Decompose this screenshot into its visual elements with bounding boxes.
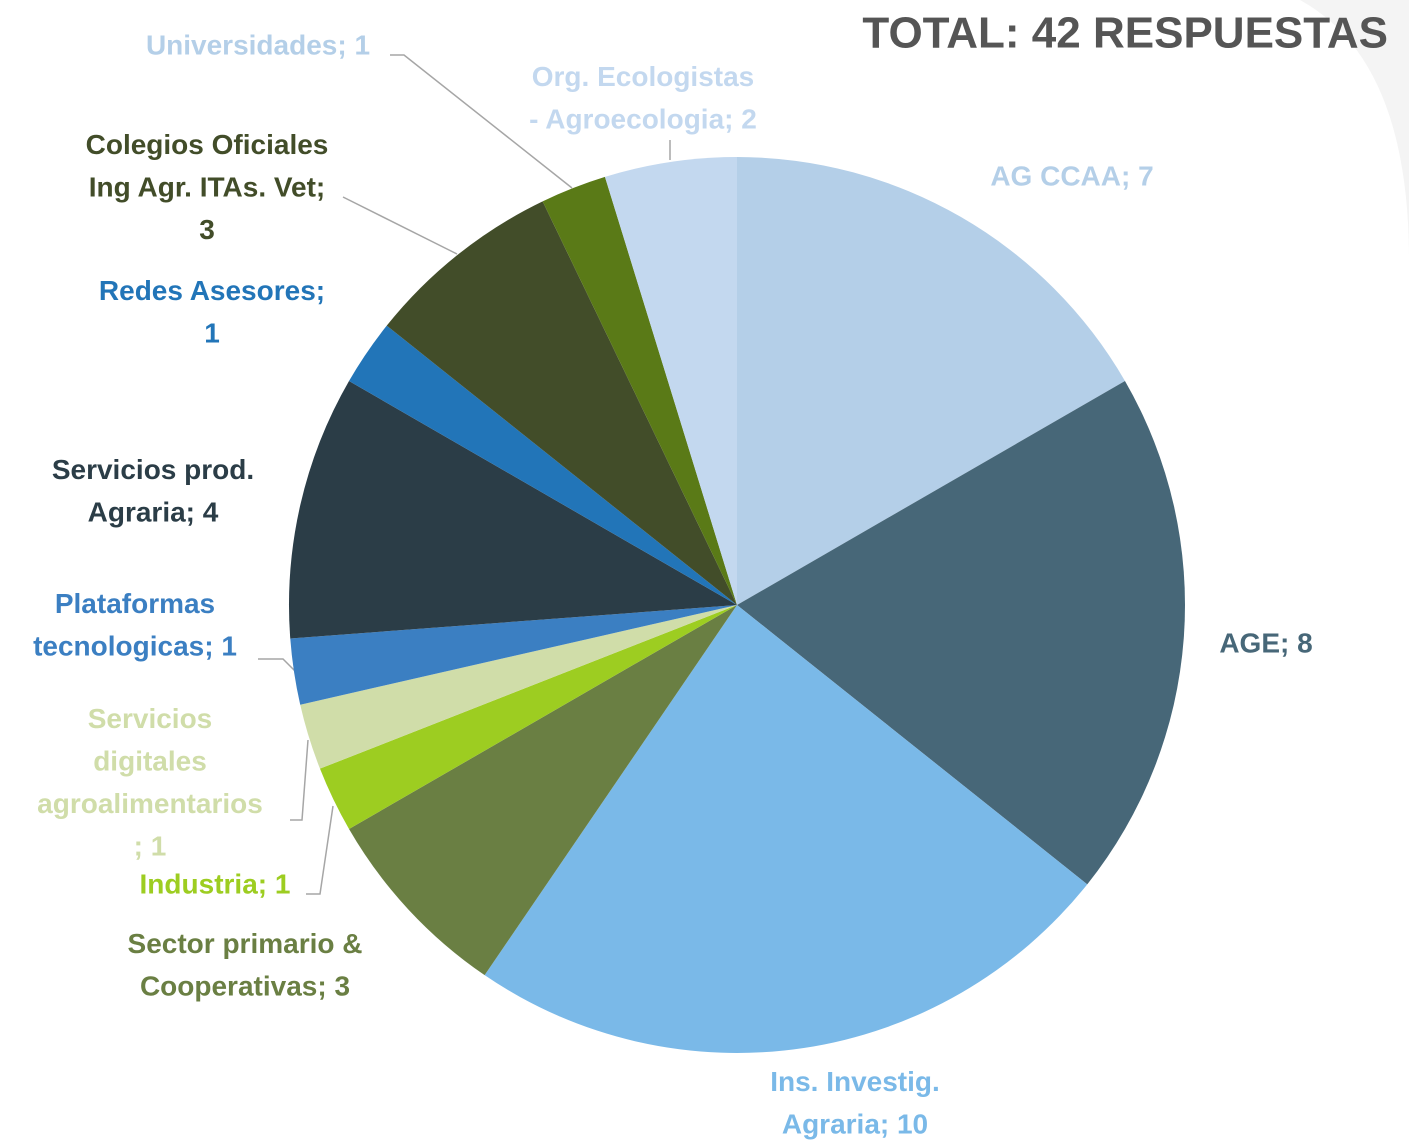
label-line: ; 1 (134, 831, 167, 862)
slice-label: AG CCAA; 7 (990, 160, 1153, 191)
label-line: digitales (93, 746, 207, 777)
label-line: Ins. Investig. (770, 1066, 940, 1097)
label-line: 3 (199, 214, 215, 245)
chart: AG CCAA; 7 AGE; 8 Ins. Investig. Agraria; 1… (0, 0, 1409, 1144)
label-line: tecnologicas; 1 (33, 631, 237, 662)
label-line: Plataformas (55, 588, 215, 619)
slice-label: Redes Asesores; 1 (99, 275, 325, 349)
leader-line (306, 806, 333, 894)
slice-label: Universidades; 1 (146, 29, 370, 60)
slice-label: Servicios prod. Agraria; 4 (52, 454, 254, 528)
label-line: agroalimentarios (37, 788, 263, 819)
slice-label: Plataformas tecnologicas; 1 (33, 588, 237, 662)
label-line: Org. Ecologistas (532, 61, 755, 92)
chart-title: TOTAL: 42 RESPUESTAS (862, 9, 1388, 58)
label-line: - Agroecologia; 2 (529, 104, 757, 135)
label-line: Ing Agr. ITAs. Vet; (89, 172, 325, 203)
pie (289, 157, 1185, 1053)
leader-line (290, 740, 308, 820)
slice-label: Colegios Oficiales Ing Agr. ITAs. Vet; 3 (86, 129, 329, 245)
slice-label: Servicios digitales agroalimentarios ; 1 (37, 703, 263, 862)
label-line: 1 (204, 318, 220, 349)
leader-line (343, 197, 457, 254)
label-line: Agraria; 10 (782, 1109, 928, 1140)
label-line: Cooperativas; 3 (140, 971, 350, 1002)
slice-label: Sector primario & Cooperativas; 3 (128, 928, 363, 1002)
leader-line (258, 659, 297, 673)
label-line: Redes Asesores; (99, 275, 325, 306)
label-line: Servicios prod. (52, 454, 254, 485)
slice-label: Ins. Investig. Agraria; 10 (770, 1066, 940, 1140)
label-line: Servicios (88, 703, 213, 734)
label-line: Sector primario & (128, 928, 363, 959)
slice-label: AGE; 8 (1219, 627, 1312, 658)
label-line: Agraria; 4 (88, 497, 219, 528)
slice-label: Org. Ecologistas - Agroecologia; 2 (529, 61, 757, 135)
slice-label: Industria; 1 (140, 868, 291, 899)
label-line: Colegios Oficiales (86, 129, 329, 160)
